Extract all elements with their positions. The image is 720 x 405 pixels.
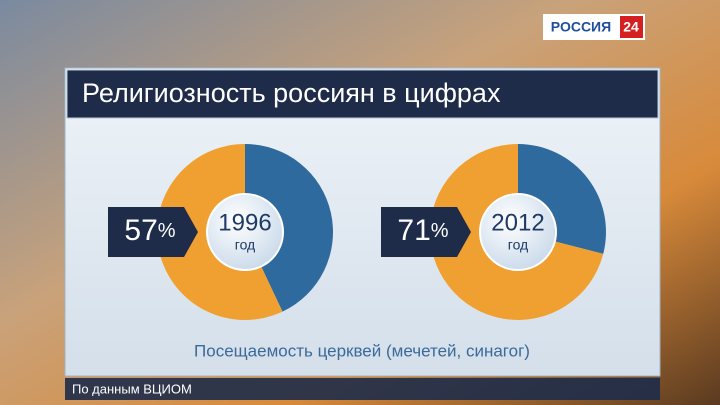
logo-name: РОССИЯ (551, 19, 611, 35)
caption: Посещаемость церквей (мечетей, синагог) (194, 341, 530, 360)
pie-hole (479, 193, 557, 271)
title: Религиозность россиян в цифрах (82, 78, 501, 108)
center-label: 1996 (218, 209, 271, 236)
source: По данным ВЦИОМ (72, 381, 192, 396)
pie-slice (245, 144, 333, 312)
logo-number-box (620, 16, 643, 38)
pie-hole (206, 193, 284, 271)
value-label: 71% (397, 214, 448, 247)
value-label-box (108, 207, 198, 257)
center-sublabel: год (508, 237, 528, 253)
title-bar (66, 69, 659, 119)
value-label: 57% (124, 214, 175, 247)
value-label-box (381, 207, 471, 257)
logo-number: 24 (623, 19, 639, 35)
center-sublabel: год (235, 237, 255, 253)
center-label: 2012 (491, 209, 544, 236)
source-bar (65, 378, 660, 400)
